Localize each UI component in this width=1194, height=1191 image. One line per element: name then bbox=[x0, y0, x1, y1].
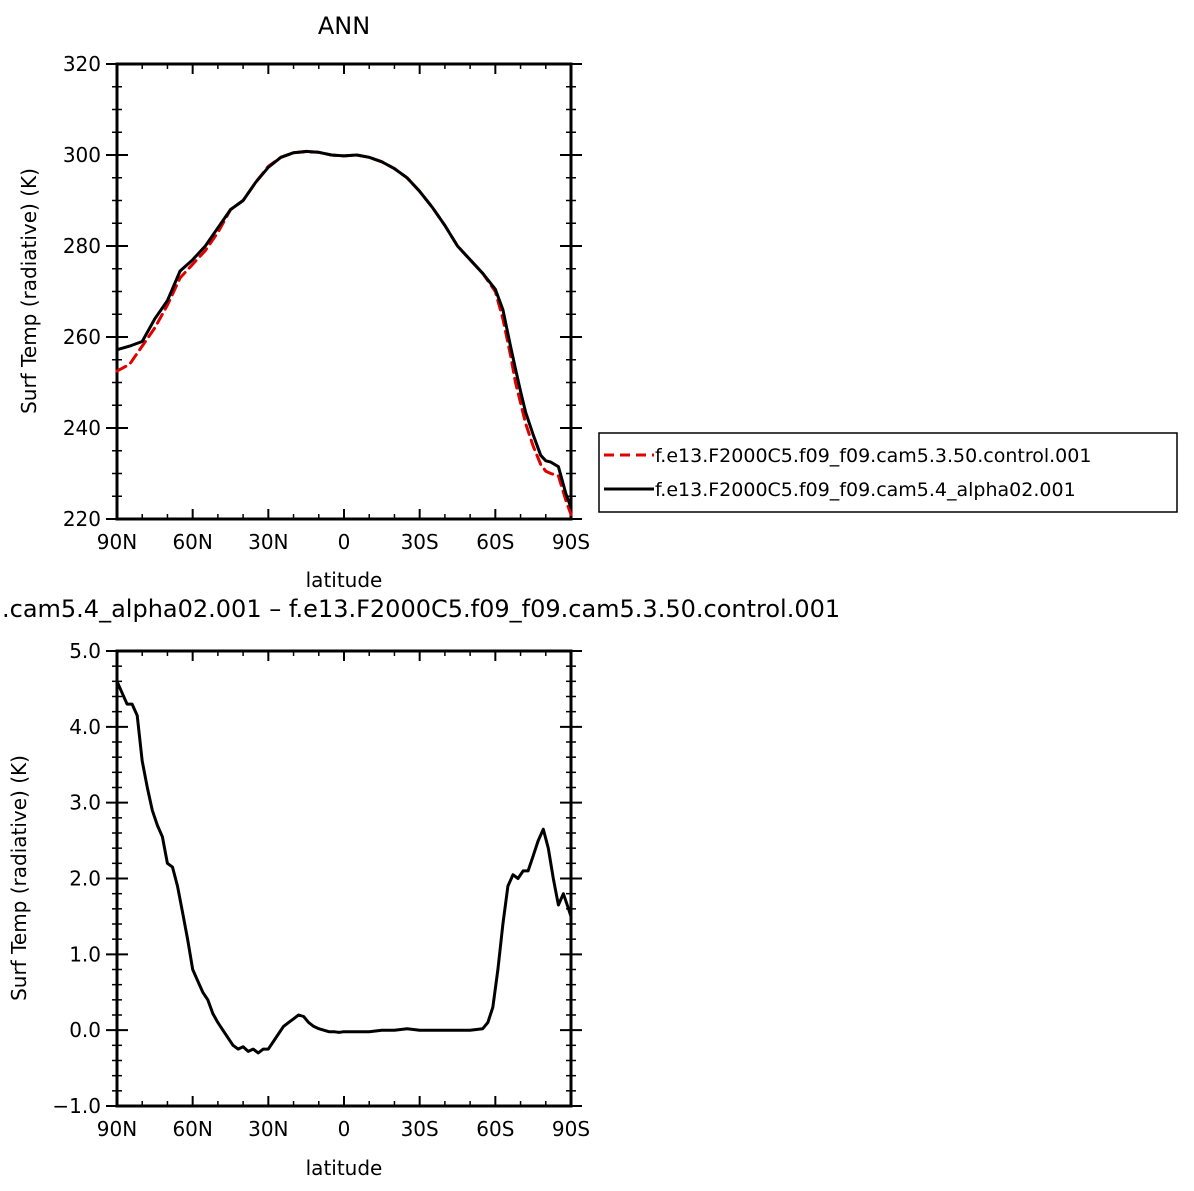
legend-box bbox=[598, 432, 1178, 513]
y-tick-label: 1.0 bbox=[69, 942, 101, 966]
x-tick-label: 60N bbox=[172, 1117, 212, 1141]
x-tick-label: 60N bbox=[172, 530, 212, 554]
y-tick-label: 280 bbox=[63, 234, 101, 258]
top-x-axis-label: latitude bbox=[306, 568, 383, 592]
y-tick-label: 3.0 bbox=[69, 791, 101, 815]
x-tick-label: 0 bbox=[338, 530, 351, 554]
bottom-series-line-0 bbox=[115, 679, 573, 1055]
x-tick-label: 90S bbox=[552, 1117, 590, 1141]
x-tick-label: 60S bbox=[476, 1117, 514, 1141]
y-tick-label: 320 bbox=[63, 52, 101, 76]
x-tick-label: 30N bbox=[248, 1117, 288, 1141]
y-tick-label: 4.0 bbox=[69, 715, 101, 739]
legend-label-alpha02: f.e13.F2000C5.f09_f09.cam5.4_alpha02.001 bbox=[655, 479, 1076, 501]
x-tick-label: 30N bbox=[248, 530, 288, 554]
y-tick-label: 260 bbox=[63, 325, 101, 349]
top-series-line-1 bbox=[115, 149, 573, 510]
x-tick-label: 30S bbox=[401, 1117, 439, 1141]
top-plot-frame bbox=[115, 62, 573, 521]
x-tick-label: 30S bbox=[401, 530, 439, 554]
top-series-group bbox=[115, 149, 573, 516]
bottom-series-group bbox=[115, 679, 573, 1055]
bottom-x-ticks: 90N 60N 30N 0 30S 60S 90S bbox=[97, 651, 590, 1141]
bottom-x-axis-label: latitude bbox=[306, 1156, 383, 1180]
bottom-plot-frame bbox=[115, 649, 573, 1108]
x-tick-label: 60S bbox=[476, 530, 514, 554]
top-chart-title: ANN bbox=[318, 12, 370, 40]
x-tick-label: 90N bbox=[97, 1117, 137, 1141]
y-tick-label: 240 bbox=[63, 416, 101, 440]
y-tick-label: 2.0 bbox=[69, 867, 101, 891]
legend-label-control: f.e13.F2000C5.f09_f09.cam5.3.50.control.… bbox=[655, 445, 1091, 467]
top-x-ticks: 90N 60N 30N 0 30S 60S 90S bbox=[97, 64, 590, 554]
top-panel: ANN 90N 60N 30N 0 30S 60S 90S 220 240 260 280 300 3… bbox=[17, 12, 590, 592]
x-tick-label: 0 bbox=[338, 1117, 351, 1141]
legend: f.e13.F2000C5.f09_f09.cam5.3.50.control.… bbox=[598, 432, 1178, 513]
bottom-y-ticks: −1.0 0.0 1.0 2.0 3.0 4.0 5.0 bbox=[52, 639, 582, 1118]
y-tick-label: 300 bbox=[63, 143, 101, 167]
x-tick-label: 90N bbox=[97, 530, 137, 554]
y-tick-label: 5.0 bbox=[69, 639, 101, 663]
bottom-chart-title: .cam5.4_alpha02.001 – f.e13.F2000C5.f09_… bbox=[2, 595, 840, 623]
top-series-line-0 bbox=[115, 150, 573, 516]
top-y-axis-label: Surf Temp (radiative) (K) bbox=[17, 168, 41, 414]
x-tick-label: 90S bbox=[552, 530, 590, 554]
y-tick-label: 0.0 bbox=[69, 1018, 101, 1042]
y-tick-label: 220 bbox=[63, 507, 101, 531]
bottom-panel: .cam5.4_alpha02.001 – f.e13.F2000C5.f09_… bbox=[2, 595, 840, 1180]
y-tick-label: −1.0 bbox=[52, 1094, 101, 1118]
top-y-ticks: 220 240 260 280 300 320 bbox=[63, 52, 582, 531]
bottom-y-axis-label: Surf Temp (radiative) (K) bbox=[7, 755, 31, 1001]
